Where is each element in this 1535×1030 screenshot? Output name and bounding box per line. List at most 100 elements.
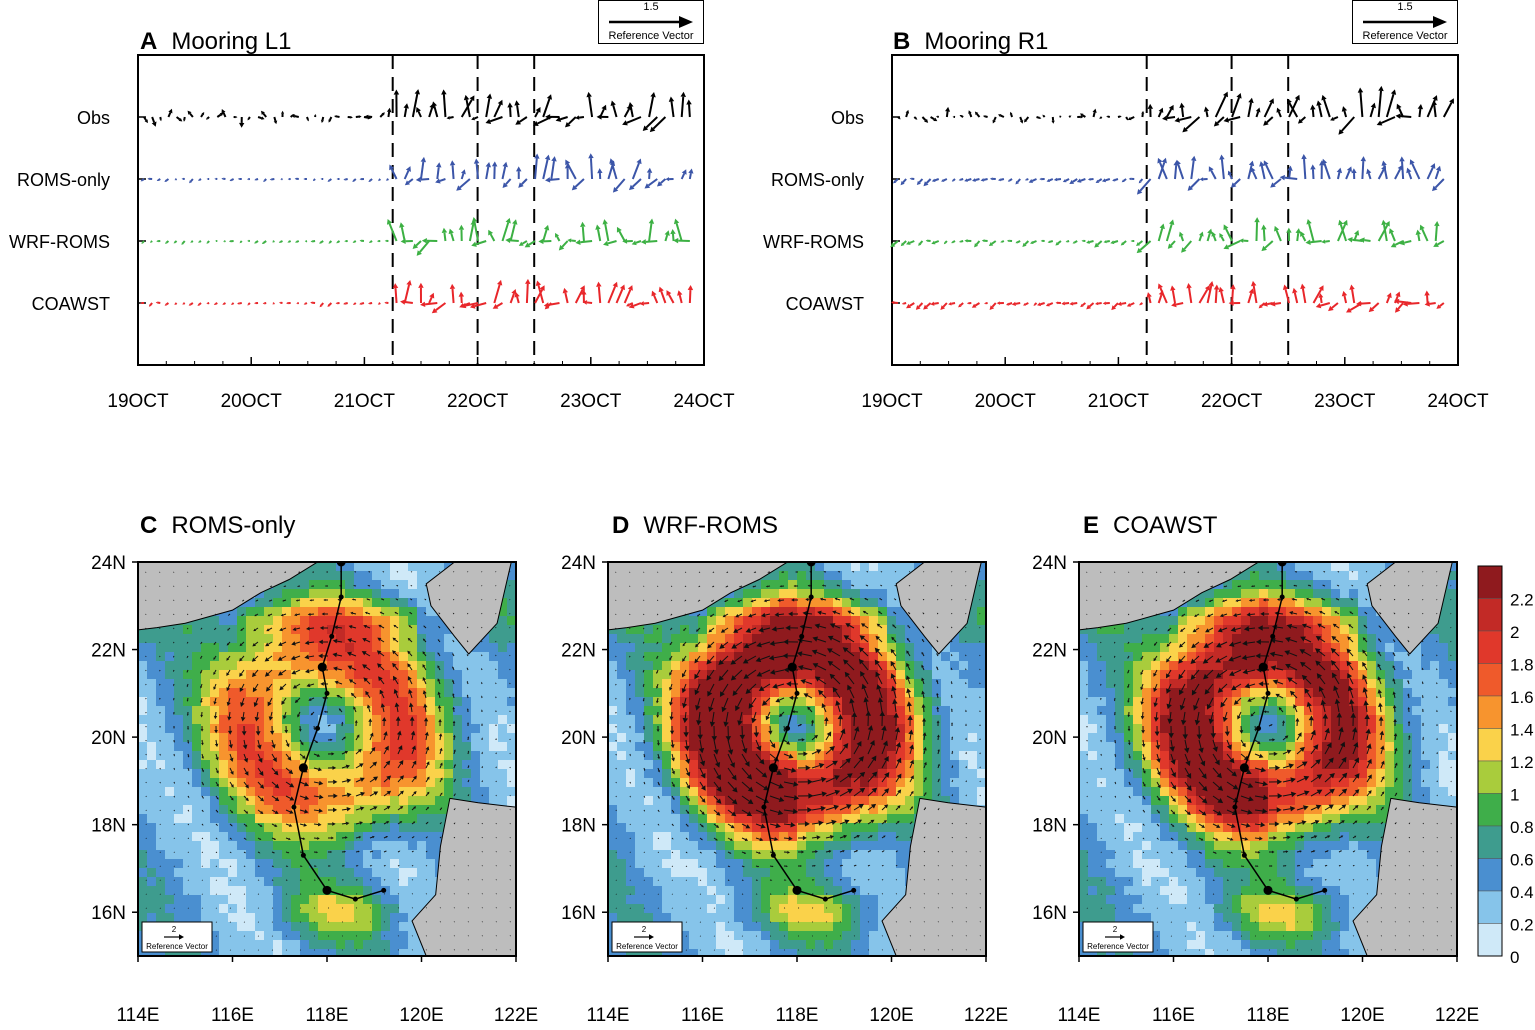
speed-cell	[300, 751, 310, 761]
vector-arrow	[1339, 224, 1348, 242]
vector-arrow-head	[458, 291, 465, 297]
vector-arrow	[420, 161, 425, 180]
speed-cell	[381, 805, 391, 815]
vector-arrow	[984, 115, 988, 118]
current-vector-head	[423, 625, 426, 628]
speed-cell	[156, 733, 166, 743]
vector-arrow-head	[1417, 103, 1424, 110]
current-vector	[425, 749, 428, 755]
speed-cell	[282, 814, 292, 824]
speed-cell	[345, 679, 355, 689]
current-vector-head	[286, 907, 288, 909]
speed-cell	[318, 913, 328, 923]
current-vector-head	[258, 921, 260, 923]
speed-cell	[426, 706, 436, 716]
panel-a-reference-vector: 1.5 Reference Vector	[598, 0, 704, 44]
current-vector-head	[200, 614, 202, 616]
speed-cell	[345, 580, 355, 590]
current-vector-head	[288, 837, 291, 841]
speed-cell	[417, 850, 427, 860]
speed-cell	[462, 670, 472, 680]
current-vector-head	[359, 806, 365, 811]
vector-arrow-head	[386, 107, 392, 113]
speed-cell	[824, 625, 834, 635]
vector-arrow-head	[1076, 178, 1082, 183]
current-vector-head	[317, 836, 320, 840]
speed-cell	[309, 688, 319, 698]
speed-cell	[273, 940, 283, 950]
speed-cell	[156, 805, 166, 815]
speed-cell	[417, 778, 427, 788]
vector-arrow-head	[279, 301, 281, 304]
current-vector-head	[264, 657, 270, 662]
vector-arrow	[1377, 90, 1382, 118]
current-vector-head	[509, 682, 511, 684]
speed-cell	[273, 832, 283, 842]
speed-cell	[489, 625, 499, 635]
speed-cell	[264, 652, 274, 662]
vector-arrow-head	[206, 178, 208, 180]
vector-arrow	[1417, 234, 1421, 242]
speed-cell	[408, 922, 418, 932]
speed-cell	[381, 607, 391, 617]
speed-cell	[255, 868, 265, 878]
speed-cell	[309, 940, 319, 950]
speed-cell	[138, 832, 148, 842]
vector-arrow	[1225, 228, 1233, 242]
current-vector	[281, 641, 287, 645]
speed-cell	[354, 643, 364, 653]
vector-arrow-head	[187, 110, 192, 115]
current-vector-head	[304, 654, 310, 660]
speed-cell	[444, 661, 454, 671]
current-vector-head	[386, 806, 391, 810]
vector-arrow-head	[677, 290, 683, 296]
current-vector-head	[466, 640, 468, 642]
vector-arrow-head	[368, 241, 371, 243]
speed-cell	[138, 760, 148, 770]
current-vector	[439, 851, 441, 853]
vector-arrow-head	[1204, 285, 1210, 291]
vector-arrow-head	[174, 179, 176, 181]
speed-cell	[318, 805, 328, 815]
speed-cell	[462, 724, 472, 734]
speed-cell	[282, 589, 292, 599]
speed-cell	[453, 715, 463, 725]
speed-cell	[192, 679, 202, 689]
current-vector-head	[214, 586, 216, 587]
speed-cell	[372, 904, 382, 914]
current-vector	[215, 809, 218, 812]
vector-arrow	[1165, 223, 1173, 242]
speed-cell	[138, 643, 148, 653]
speed-cell	[147, 796, 157, 806]
speed-cell	[237, 616, 247, 626]
current-vector-head	[242, 586, 244, 587]
vector-arrow-head	[460, 169, 466, 175]
vector-arrow-head	[319, 241, 322, 244]
current-vector-head	[410, 730, 416, 736]
speed-cell	[507, 787, 516, 797]
current-vector-head	[284, 729, 289, 734]
vector-arrow-head	[514, 100, 520, 106]
speed-cell	[851, 580, 861, 590]
speed-cell	[237, 814, 247, 824]
plot-frame	[137, 54, 705, 366]
current-vector-head	[413, 775, 417, 780]
speed-cell	[336, 607, 346, 617]
speed-cell	[399, 751, 409, 761]
current-vector-head	[509, 710, 511, 712]
vector-arrow-head	[303, 178, 305, 180]
speed-cell	[345, 859, 355, 869]
speed-cell	[165, 688, 175, 698]
current-vector-head	[286, 879, 288, 881]
speed-cell	[219, 832, 229, 842]
speed-cell	[399, 562, 409, 572]
vector-arrow-head	[1305, 239, 1311, 245]
speed-cell	[354, 571, 364, 581]
speed-cell	[354, 832, 364, 842]
vector-arrow-head	[485, 118, 492, 124]
speed-cell	[399, 724, 409, 734]
vector-arrow-head	[891, 300, 895, 305]
current-vector-head	[300, 742, 304, 746]
current-vector-head	[213, 643, 216, 645]
current-vector-head	[481, 737, 483, 739]
